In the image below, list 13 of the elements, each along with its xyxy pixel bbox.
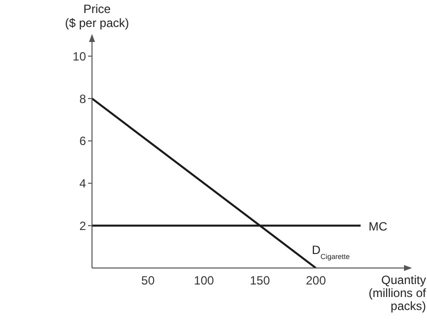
series-label: MC: [368, 220, 388, 234]
y-tick-label: 10: [72, 49, 86, 64]
x-tick-label: 50: [141, 274, 155, 288]
x-tick-label: 100: [194, 274, 214, 288]
y-axis-title: Price ($ per pack): [64, 2, 130, 30]
y-tick-label: 2: [79, 218, 86, 233]
x-tick-label: 200: [306, 274, 326, 288]
x-tick-label: 150: [250, 274, 270, 288]
y-tick-label: 8: [79, 92, 86, 106]
series-label: D$_{Cigarette}$: [312, 243, 350, 260]
y-tick-label: 4: [79, 176, 86, 191]
x-axis-title: Quantity (millions of packs): [368, 273, 426, 313]
y-tick-label: 6: [79, 134, 86, 148]
